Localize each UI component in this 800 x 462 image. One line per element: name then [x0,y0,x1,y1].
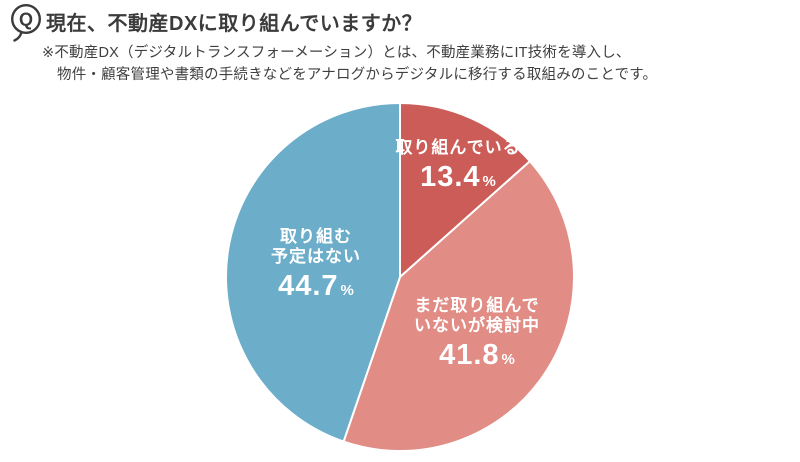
slice-percent-number: 44.7 [278,270,339,302]
pie-label-considering: まだ取り組んで いないが検討中 41.8% [414,296,540,375]
note-line-2: 物件・顧客管理や書類の手続きなどをアナログからデジタルに移行する取組みのことです… [57,67,658,83]
page-title: 現在、不動産DXに取り組んでいますか？ [46,13,423,35]
pie-slice-1 [342,160,575,452]
slice-value: 13.4% [395,162,520,197]
slice-percent-number: 13.4 [420,161,481,193]
slice-label: いないが検討中 [414,316,540,335]
q-badge-letter: Q [19,10,33,30]
pie-label-no-plans: 取り組む 予定はない 44.7% [271,227,361,306]
definition-note: ※不動産DX（デジタルトランスフォーメーション）とは、不動産業務にIT技術を導入… [42,42,657,86]
note-line-1: ※不動産DX（デジタルトランスフォーメーション）とは、不動産業務にIT技術を導入… [42,45,631,61]
percent-sign: % [340,282,354,299]
percent-sign: % [501,351,515,368]
pie-slice-0 [399,102,531,278]
slice-label: 取り組む [280,227,352,246]
pie-label-currently-working: 取り組んでいる 13.4% [395,138,520,197]
slice-label: 予定はない [271,247,361,266]
slice-percent-number: 41.8 [439,339,500,371]
slice-label: 取り組んでいる [395,138,521,157]
slice-label: まだ取り組んで [414,296,540,315]
slice-value: 44.7% [271,271,361,306]
question-speech-bubble-icon: Q [10,3,42,42]
slice-value: 41.8% [414,340,540,375]
pie-slice-2 [225,102,401,443]
percent-sign: % [482,173,496,190]
